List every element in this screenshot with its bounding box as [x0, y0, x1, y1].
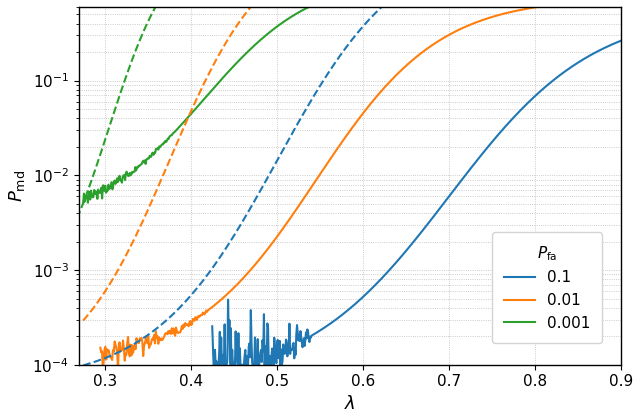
0.1	[396, 256, 404, 261]
0.001	[246, 47, 254, 52]
0.01	[99, 368, 107, 373]
0.01	[600, 0, 607, 3]
0.01	[186, 318, 194, 323]
0.01	[325, 158, 333, 163]
0.1	[209, 324, 216, 329]
Legend: 0.1, 0.01, 0.001: 0.1, 0.01, 0.001	[492, 232, 602, 343]
0.1	[316, 328, 323, 333]
0.001	[111, 178, 118, 183]
0.001	[277, 21, 285, 26]
0.1	[210, 362, 218, 368]
0.01	[433, 39, 441, 44]
0.1	[282, 337, 290, 342]
Line: 0.001: 0.001	[83, 0, 518, 203]
0.001	[79, 201, 87, 206]
0.1	[520, 104, 528, 109]
Line: 0.1: 0.1	[212, 39, 625, 365]
0.1	[621, 37, 629, 42]
0.01	[227, 289, 234, 294]
0.01	[394, 71, 402, 76]
X-axis label: $\lambda$: $\lambda$	[344, 395, 356, 413]
0.01	[97, 345, 104, 350]
0.1	[452, 184, 460, 189]
0.1	[485, 144, 493, 149]
Line: 0.01: 0.01	[100, 1, 604, 370]
Y-axis label: $P_{\mathrm{md}}$: $P_{\mathrm{md}}$	[7, 170, 27, 202]
0.01	[476, 18, 484, 24]
